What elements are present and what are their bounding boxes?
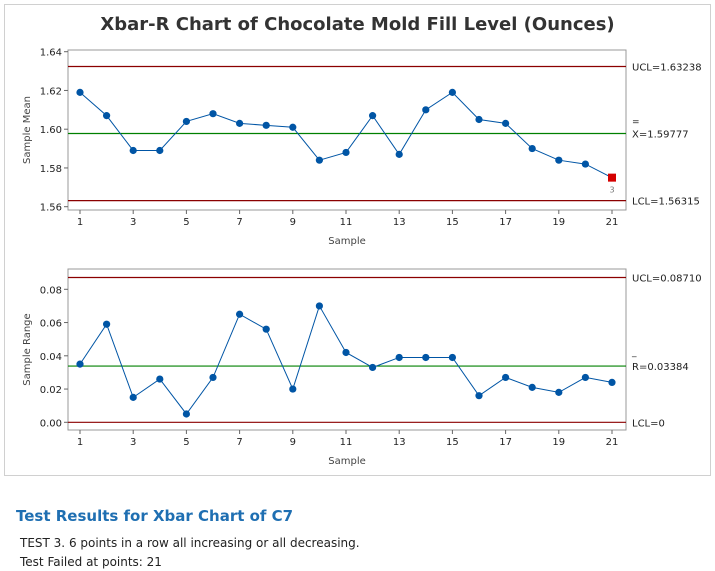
data-point: [448, 353, 456, 362]
x-tick-label: 1: [77, 437, 83, 448]
x-tick-label: 3: [130, 217, 136, 228]
flagged-point: [608, 173, 616, 182]
x-tick-label: 17: [499, 437, 512, 448]
y-tick-label: 1.58: [40, 164, 62, 175]
data-point: [448, 88, 456, 96]
x-tick-label: 21: [606, 217, 619, 228]
x-tick-label: 11: [340, 437, 353, 448]
x-tick-label: 15: [446, 217, 459, 228]
ucl-label: UCL=0.08710: [632, 273, 702, 284]
data-point: [103, 320, 111, 328]
y-axis-label: Sample Range: [22, 313, 33, 385]
plot-area: [67, 268, 627, 431]
data-point: [342, 148, 350, 157]
y-axis-label: Sample Mean: [22, 96, 33, 164]
data-point: [209, 373, 217, 382]
lcl-label: LCL=1.56315: [632, 197, 700, 208]
y-tick-label: 1.56: [40, 203, 62, 214]
data-point: [209, 110, 217, 118]
data-point: [236, 119, 244, 127]
plot-area: [67, 49, 627, 211]
test-failed-points: Test Failed at points: 21: [20, 555, 162, 569]
data-point: [289, 385, 297, 393]
center-label: X=1.59777: [632, 130, 689, 141]
data-point: [156, 375, 164, 383]
data-point: [555, 388, 563, 396]
x-tick-label: 13: [393, 437, 406, 448]
series-line: [79, 91, 613, 179]
data-point: [422, 106, 430, 114]
y-tick-label: 1.60: [40, 125, 62, 136]
center-bar-symbol: _: [631, 348, 637, 358]
center-bar-symbol: =: [632, 118, 640, 128]
chart-frame: [4, 4, 711, 476]
data-point: [262, 325, 270, 333]
data-point: [581, 160, 590, 168]
x-tick-label: 19: [552, 437, 565, 448]
y-tick-label: 0.02: [40, 385, 62, 396]
data-point: [262, 121, 270, 129]
x-tick-label: 1: [77, 217, 83, 228]
x-tick-label: 5: [183, 437, 189, 448]
data-point: [395, 353, 403, 362]
x-tick-label: 5: [183, 217, 189, 228]
chart-title: Xbar-R Chart of Chocolate Mold Fill Leve…: [100, 14, 615, 35]
data-point: [129, 146, 137, 155]
data-point: [528, 383, 536, 391]
data-point: [129, 393, 137, 401]
x-tick-label: 17: [499, 217, 512, 228]
center-label: R=0.03384: [632, 362, 689, 373]
data-point: [528, 144, 536, 153]
data-point: [315, 156, 323, 164]
data-point: [76, 88, 84, 96]
data-point: [156, 146, 164, 155]
test-description: TEST 3. 6 points in a row all increasing…: [20, 536, 360, 550]
data-point: [342, 348, 350, 357]
data-point: [475, 392, 483, 400]
data-point: [608, 378, 616, 386]
y-tick-label: 0.00: [40, 418, 62, 429]
data-point: [369, 363, 377, 372]
data-point: [315, 302, 323, 310]
data-point: [555, 156, 563, 164]
data-point: [289, 123, 297, 131]
data-point: [502, 119, 510, 127]
x-tick-label: 21: [606, 437, 619, 448]
x-tick-label: 9: [290, 437, 296, 448]
x-tick-label: 15: [446, 437, 459, 448]
x-axis-label: Sample: [328, 456, 366, 467]
y-tick-label: 0.06: [40, 319, 62, 330]
ucl-label: UCL=1.63238: [632, 62, 702, 73]
x-tick-label: 11: [340, 217, 353, 228]
x-axis-label: Sample: [328, 236, 366, 247]
data-point: [369, 112, 377, 120]
x-tick-label: 13: [393, 217, 406, 228]
data-point: [182, 117, 190, 126]
x-tick-label: 3: [130, 437, 136, 448]
data-point: [103, 112, 111, 120]
x-tick-label: 7: [236, 217, 242, 228]
data-point: [422, 353, 430, 362]
data-point: [581, 373, 590, 382]
data-point: [502, 373, 510, 382]
flag-label: 3: [609, 186, 614, 195]
y-tick-label: 1.62: [40, 86, 62, 97]
data-point: [76, 360, 84, 368]
data-point: [475, 115, 483, 124]
y-tick-label: 0.08: [40, 285, 62, 296]
y-tick-label: 0.04: [40, 352, 62, 363]
x-tick-label: 19: [552, 217, 565, 228]
results-title: Test Results for Xbar Chart of C7: [16, 507, 294, 525]
y-tick-label: 1.64: [40, 48, 62, 59]
series-line: [79, 304, 613, 415]
data-point: [395, 150, 403, 158]
data-point: [182, 410, 190, 418]
control-charts: 1.561.581.601.621.641 3 5 7 9 11 13 15 17 19 21Sam…: [22, 48, 702, 467]
x-tick-label: 7: [236, 437, 242, 448]
data-point: [236, 310, 244, 318]
x-tick-label: 9: [290, 217, 296, 228]
lcl-label: LCL=0: [632, 418, 665, 429]
